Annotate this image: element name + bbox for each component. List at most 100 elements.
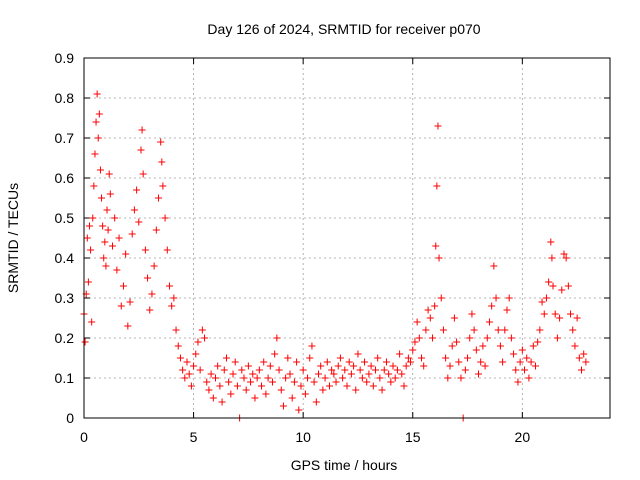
data-point: [161, 214, 169, 222]
data-point: [415, 334, 423, 342]
data-point: [209, 394, 217, 402]
data-point: [525, 374, 533, 382]
data-point: [183, 358, 191, 366]
data-point: [240, 374, 248, 382]
data-point: [233, 382, 241, 390]
data-point: [549, 282, 557, 290]
data-point: [518, 346, 526, 354]
data-point: [402, 362, 410, 370]
data-point: [220, 366, 228, 374]
data-point: [113, 266, 121, 274]
data-point: [293, 358, 301, 366]
data-point: [356, 366, 364, 374]
data-point: [477, 358, 485, 366]
data-point: [205, 386, 213, 394]
data-point: [369, 382, 377, 390]
data-point: [174, 342, 182, 350]
y-axis-label: SRMTID / TECUs: [5, 183, 21, 293]
data-point: [115, 234, 123, 242]
data-point: [185, 370, 193, 378]
data-point: [258, 382, 266, 390]
data-point: [325, 382, 333, 390]
data-point: [89, 214, 97, 222]
data-point: [201, 334, 209, 342]
data-point: [148, 290, 156, 298]
data-point: [378, 386, 386, 394]
data-point: [582, 358, 590, 366]
data-point: [512, 366, 520, 374]
data-point: [350, 362, 358, 370]
data-point: [238, 366, 246, 374]
data-point: [347, 370, 355, 378]
data-point: [181, 374, 189, 382]
y-tick-label: 0.7: [55, 130, 75, 146]
data-point: [321, 374, 329, 382]
x-tick-label: 20: [515, 429, 531, 445]
data-point: [424, 306, 432, 314]
data-point: [499, 358, 507, 366]
data-point: [159, 182, 167, 190]
data-point: [470, 326, 478, 334]
data-point: [264, 374, 272, 382]
data-point: [266, 362, 274, 370]
data-point: [422, 326, 430, 334]
data-point: [106, 190, 114, 198]
data-point: [84, 278, 92, 286]
data-point: [464, 354, 472, 362]
data-point: [212, 374, 219, 382]
data-point: [253, 374, 261, 382]
data-point: [371, 366, 379, 374]
data-point: [367, 362, 375, 370]
data-point: [510, 350, 518, 358]
data-point: [538, 298, 546, 306]
y-tick-label: 0: [66, 410, 74, 426]
data-point: [527, 358, 535, 366]
data-point: [345, 358, 353, 366]
data-point: [382, 358, 390, 366]
data-point: [352, 386, 360, 394]
data-point: [262, 390, 270, 398]
data-point: [163, 246, 171, 254]
data-point: [139, 170, 147, 178]
data-point: [260, 358, 268, 366]
data-point: [95, 110, 103, 118]
data-point: [146, 306, 154, 314]
plot-frame: [83, 57, 611, 419]
data-point: [225, 378, 233, 386]
data-point: [358, 374, 366, 382]
data-point: [450, 314, 458, 322]
data-point: [317, 362, 325, 370]
y-tick-label: 0.5: [55, 210, 75, 226]
y-tick-label: 0.2: [55, 330, 75, 346]
y-tick-label: 0.1: [55, 370, 75, 386]
data-point: [214, 362, 222, 370]
data-point: [569, 326, 577, 334]
data-point: [231, 358, 239, 366]
data-point: [176, 354, 184, 362]
data-point: [306, 354, 314, 362]
data-point: [560, 250, 568, 258]
data-point: [562, 254, 570, 262]
data-point: [155, 194, 163, 202]
data-point: [363, 378, 371, 386]
data-point: [365, 370, 373, 378]
data-point: [556, 314, 564, 322]
data-point: [284, 354, 292, 362]
data-point: [242, 386, 250, 394]
data-point: [247, 378, 255, 386]
data-point: [472, 346, 480, 354]
data-point: [457, 374, 465, 382]
grid: [84, 58, 610, 418]
axis-ticks: 0 0.1 0.2 0.3 0.4 0.5 0.6 0.7 0.8 0.9 0 5 10 15 20: [55, 50, 610, 445]
y-tick-label: 0.4: [55, 250, 75, 266]
data-point: [207, 370, 215, 378]
data-point: [501, 326, 509, 334]
data-point: [190, 362, 198, 370]
data-point: [442, 354, 450, 362]
data-point: [507, 334, 515, 342]
data-point: [249, 370, 257, 378]
data-point: [492, 294, 500, 302]
data-point: [288, 394, 296, 402]
data-point: [301, 390, 309, 398]
data-point: [170, 294, 178, 302]
